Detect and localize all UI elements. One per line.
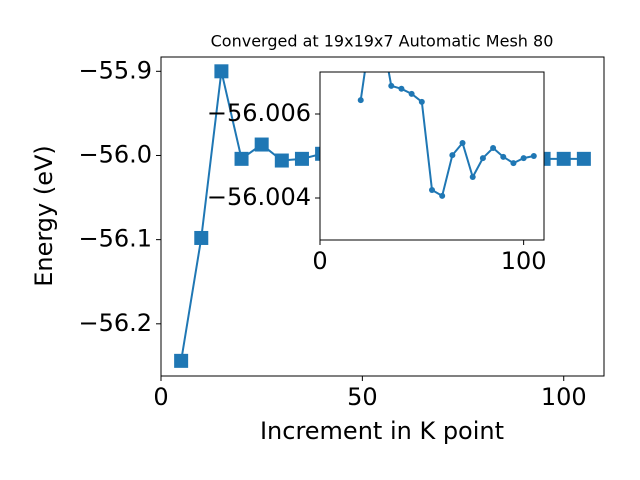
plot-area	[357, 72, 537, 199]
data-point	[408, 90, 415, 97]
inset-background	[320, 72, 544, 240]
data-point	[530, 153, 537, 159]
data-point	[274, 153, 289, 168]
data-point	[556, 151, 571, 166]
data-point	[576, 151, 591, 166]
data-point	[214, 64, 229, 79]
data-point	[398, 85, 405, 92]
data-point	[294, 151, 309, 166]
x-tick-label: 50	[347, 383, 378, 411]
y-tick-label: −56.2	[78, 309, 152, 337]
data-point	[254, 137, 269, 152]
x-axis-label: Increment in K point	[260, 417, 504, 445]
data-point	[418, 98, 425, 105]
data-point	[520, 155, 527, 162]
data-point	[234, 151, 249, 166]
y-tick-label: −56.0	[78, 140, 152, 168]
x-tick-label: 100	[541, 383, 587, 411]
data-point	[439, 192, 446, 199]
data-point	[388, 82, 395, 89]
axes-frame	[160, 56, 605, 377]
y-tick-label: −56.006	[207, 99, 311, 127]
y-tick-label: −56.1	[78, 225, 152, 253]
data-point	[357, 97, 364, 104]
data-point	[500, 153, 507, 160]
data-point	[469, 174, 476, 180]
x-tick-label: 0	[153, 383, 168, 411]
data-point	[449, 152, 456, 159]
data-point	[429, 187, 435, 194]
data-point	[459, 139, 466, 146]
data-point	[174, 353, 189, 368]
axes-frame	[319, 71, 545, 241]
data-point	[510, 160, 517, 167]
data-point	[479, 155, 486, 162]
chart-title: Converged at 19x19x7 Automatic Mesh 80	[211, 32, 554, 51]
data-point	[490, 145, 497, 152]
y-tick-label: −55.9	[78, 56, 152, 84]
x-tick-label: 100	[501, 247, 547, 275]
x-tick-label: 0	[312, 247, 327, 275]
data-point	[194, 230, 209, 245]
y-axis-label: Energy (eV)	[30, 145, 58, 287]
y-tick-label: −56.004	[207, 183, 311, 211]
